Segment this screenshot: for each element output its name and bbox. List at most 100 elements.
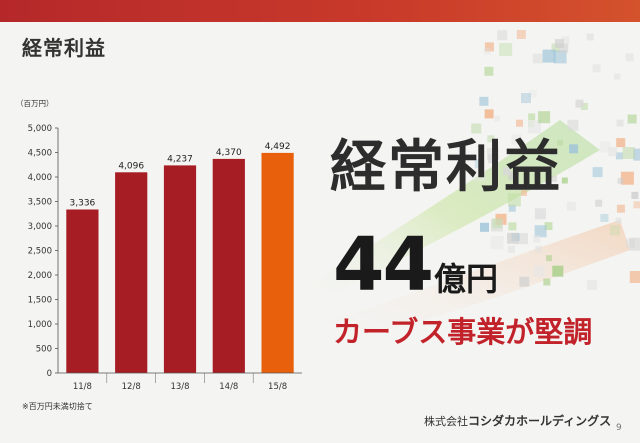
mosaic-tile	[507, 245, 515, 253]
mosaic-tile	[533, 265, 545, 277]
y-tick-label: 1,500	[28, 296, 52, 306]
slide-title: 経常利益	[22, 36, 106, 60]
mosaic-tile	[608, 147, 618, 157]
mosaic-tile	[592, 64, 601, 73]
bar-value-label: 4,370	[216, 148, 242, 158]
mosaic-tile	[633, 201, 640, 209]
mosaic-tile	[622, 147, 635, 159]
mosaic-tile	[516, 119, 523, 127]
bar-value-label: 4,096	[118, 161, 144, 171]
mosaic-tile	[615, 217, 622, 224]
y-tick-label: 5,000	[28, 124, 52, 134]
mosaic-tile	[473, 169, 486, 182]
mosaic-tile	[491, 219, 503, 232]
mosaic-tile	[508, 222, 517, 231]
mosaic-tile	[550, 175, 557, 182]
mosaic-tile	[516, 30, 526, 39]
header-band	[0, 0, 640, 22]
mosaic-tile	[521, 93, 531, 104]
mosaic-tile	[507, 193, 521, 207]
x-tick-label: 11/8	[73, 382, 92, 392]
value-number: 44	[333, 222, 434, 308]
x-axis: 11/8 12/8 13/8 14/8 15/8	[58, 372, 302, 392]
mosaic-tile	[499, 43, 513, 56]
unit-label: （百万円）	[16, 99, 54, 108]
mosaic-tile	[614, 73, 621, 80]
y-tick-label: 4,500	[28, 149, 52, 159]
mosaic-tile	[620, 171, 634, 185]
mosaic-tile	[580, 103, 588, 110]
mosaic-tile	[532, 53, 543, 64]
mosaic-tile	[550, 149, 557, 156]
mosaic-tile	[484, 42, 494, 52]
mosaic-tile	[554, 39, 564, 49]
mosaic-tile	[599, 141, 611, 153]
mosaic-tile	[557, 139, 564, 146]
y-tick-label: 2,000	[28, 271, 52, 281]
mosaic-tile	[484, 66, 494, 76]
y-tick-label: 2,500	[28, 247, 52, 257]
mosaic-tile	[471, 123, 482, 134]
y-tick-label: 4,000	[28, 173, 52, 183]
headline: 経常利益	[330, 135, 562, 200]
mosaic-tile	[474, 159, 484, 169]
mosaic-tile	[575, 99, 584, 108]
y-axis: 0 500 1,000 1,500 2,000 2,500 3,000 3,500 4,000 4…	[28, 124, 59, 379]
y-tick-label: 3,000	[28, 222, 52, 232]
mosaic-tile	[521, 190, 528, 196]
mosaic-tile	[484, 109, 494, 119]
mosaic-tile	[538, 111, 551, 124]
mosaic-tile	[508, 204, 516, 212]
mosaic-tile	[511, 134, 522, 145]
y-tick-label: 1,000	[28, 320, 52, 330]
bar-value-label: 4,492	[265, 142, 291, 152]
y-tick-label: 3,500	[28, 198, 52, 208]
bar	[115, 172, 148, 373]
mosaic-tile	[592, 167, 603, 178]
mosaic-tile	[595, 199, 603, 207]
mosaic-tile	[535, 245, 543, 253]
company-name-text: コシダカホールディングス	[468, 414, 612, 428]
mosaic-tile	[487, 135, 495, 143]
subheadline: カーブス事業が堅調	[333, 315, 593, 349]
mosaic-tile	[561, 177, 568, 184]
bar-value-label: 3,336	[70, 199, 96, 209]
y-tick-label: 0	[47, 369, 52, 379]
mosaic-tile	[479, 96, 489, 106]
mosaic-tile	[480, 222, 489, 232]
mosaic-tile	[631, 191, 639, 199]
mosaic-tile	[600, 214, 609, 222]
bar-chart: （百万円） 0 500 1,000 1,500 2,000 2,500 3,000 3,500…	[16, 99, 302, 392]
x-tick-label: 15/8	[268, 382, 287, 392]
mosaic-tile	[553, 50, 567, 64]
mosaic-tile	[617, 177, 624, 184]
headline-value: 44億円	[333, 222, 498, 308]
page-number: 9	[616, 423, 622, 433]
mosaic-tile	[528, 120, 541, 134]
mosaic-tile	[503, 167, 511, 176]
mosaic-tile	[629, 271, 640, 283]
mosaic-tile	[615, 152, 623, 160]
mosaic-tile	[519, 276, 530, 287]
mosaic-tile	[617, 204, 625, 213]
footnote: ※百万円未満切捨て	[22, 402, 93, 411]
mosaic-tile	[633, 148, 640, 161]
mosaic-tile	[494, 115, 501, 122]
mosaic-tile	[587, 280, 597, 290]
mosaic-tile	[543, 278, 551, 286]
mosaic-tile	[561, 36, 570, 45]
mosaic-tile	[516, 233, 528, 245]
mosaic-tile	[544, 222, 553, 231]
mosaic-tile	[586, 33, 594, 41]
mosaic-tile	[492, 218, 503, 229]
mosaic-tile	[569, 144, 579, 154]
mosaic-tile	[625, 53, 634, 62]
bar	[212, 158, 245, 373]
company-prefix: 株式会社	[424, 415, 468, 428]
mosaic-tile	[627, 114, 637, 124]
mosaic-tile	[567, 119, 579, 131]
mosaic-tile	[552, 265, 564, 277]
bar	[261, 152, 294, 373]
mosaic-tile	[566, 201, 576, 211]
